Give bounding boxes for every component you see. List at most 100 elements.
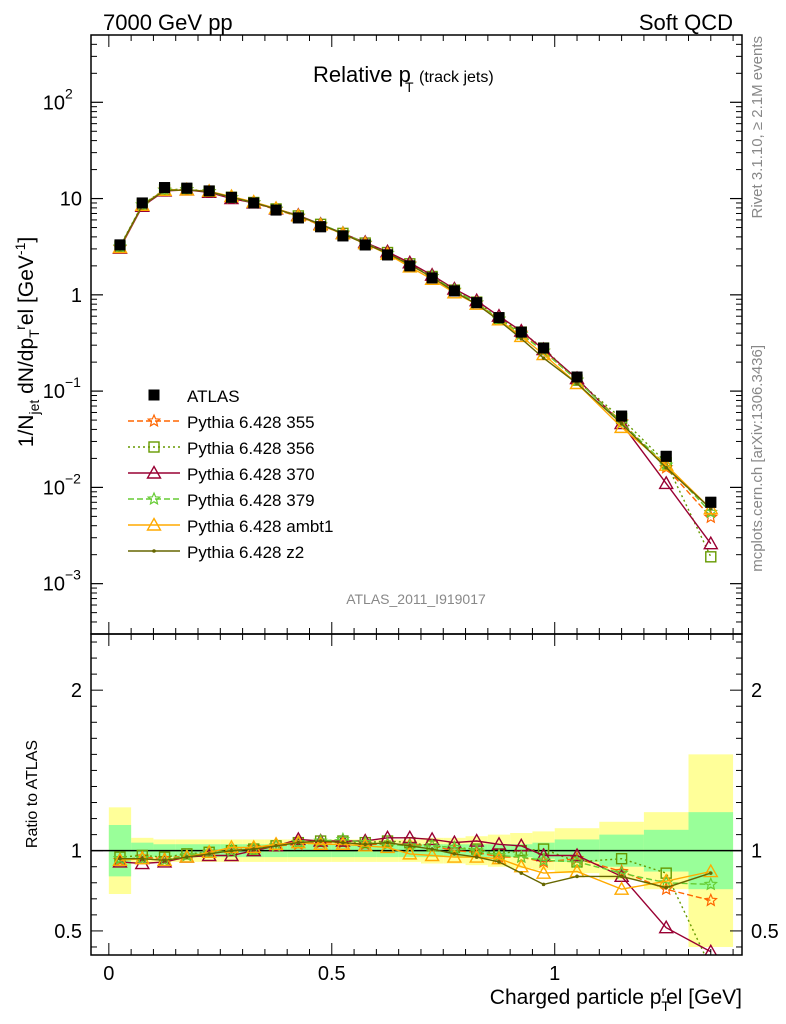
ytick-label-exp: 2 bbox=[65, 85, 73, 101]
ytick-label: 1 bbox=[71, 285, 82, 307]
ratio-point-379 bbox=[703, 876, 718, 891]
ratio-ytick-label-right: 1 bbox=[751, 841, 762, 863]
plot-title-main: Relative p bbox=[313, 62, 411, 87]
ratio-point-ambt1 bbox=[312, 836, 329, 850]
ratio-point-z2 bbox=[118, 856, 122, 861]
legend-marker-370 bbox=[146, 465, 162, 479]
ratio-point-z2 bbox=[207, 852, 211, 856]
ratio-point-ambt1 bbox=[402, 845, 418, 860]
ytick-label: 10 bbox=[43, 381, 65, 403]
legend-marker-ambt1 bbox=[146, 517, 162, 531]
point-z2 bbox=[664, 465, 668, 470]
ratio-series-group bbox=[112, 829, 719, 955]
point-ATLAS-top bbox=[315, 221, 327, 233]
point-370 bbox=[658, 475, 674, 490]
main-ylabel-text: 1/Njet dN/dpTrel [GeV-1] bbox=[12, 237, 42, 447]
point-ATLAS-top bbox=[359, 239, 371, 251]
rivet-label: Rivet 3.1.10, ≥ 2.1M events bbox=[749, 36, 766, 219]
legend-label-ambt1: Pythia 6.428 ambt1 bbox=[187, 517, 333, 536]
ratio-point-z2 bbox=[575, 874, 579, 879]
point-355 bbox=[703, 509, 718, 524]
point-z2 bbox=[575, 381, 579, 386]
point-ATLAS-top bbox=[270, 204, 282, 216]
ratio-point-ambt1 bbox=[535, 865, 552, 879]
ratio-ytick-label: 2 bbox=[71, 680, 82, 702]
ratio-point-379 bbox=[536, 852, 551, 867]
main-ylabel: 1/Njet dN/dpTrel [GeV-1] bbox=[12, 237, 42, 447]
point-ATLAS-top bbox=[448, 285, 460, 297]
analysis-watermark: ATLAS_2011_I919017 bbox=[346, 591, 486, 607]
ratio-ylabel: Ratio to ATLAS bbox=[24, 740, 41, 848]
point-z2 bbox=[619, 421, 624, 426]
legend-marker-355 bbox=[146, 413, 162, 428]
series-line-z2 bbox=[119, 189, 712, 510]
ratio-point-370 bbox=[704, 943, 718, 955]
ratio-point-z2 bbox=[708, 871, 713, 875]
ratio-point-355 bbox=[703, 892, 718, 907]
ratio-point-z2 bbox=[251, 847, 256, 851]
ratio-point-z2 bbox=[229, 848, 234, 853]
legend-label-355: Pythia 6.428 355 bbox=[187, 413, 315, 432]
mcplots-label: mcplots.cern.ch [arXiv:1306.3436] bbox=[749, 345, 766, 572]
point-ATLAS-top bbox=[426, 272, 438, 284]
plot-title: Relative p T (track jets) bbox=[313, 62, 494, 95]
legend-marker-z2 bbox=[152, 549, 156, 553]
point-ATLAS-top bbox=[337, 230, 349, 242]
legend: ATLAS Pythia 6.428 355 Pythia 6.428 356 Pyt… bbox=[128, 387, 333, 562]
ratio-point-356 bbox=[615, 853, 628, 865]
point-z2 bbox=[708, 506, 713, 511]
ytick-label-exp: −1 bbox=[65, 374, 81, 390]
point-ATLAS-top bbox=[114, 239, 126, 251]
ratio-plot-frame bbox=[90, 633, 743, 956]
point-z2 bbox=[519, 336, 524, 341]
ratio-point-ambt1 bbox=[268, 836, 284, 850]
ratio-point-370 bbox=[569, 847, 585, 862]
ratio-point-379 bbox=[157, 852, 172, 867]
ytick-label: 10 bbox=[60, 189, 82, 211]
ratio-point-379 bbox=[112, 851, 128, 865]
ratio-ytick-label-right: 2 bbox=[751, 680, 762, 702]
legend-marker-379 bbox=[146, 491, 162, 506]
ratio-point-z2 bbox=[474, 855, 479, 859]
point-ATLAS-top bbox=[248, 197, 260, 209]
plot-title-sub: T bbox=[405, 79, 414, 95]
ytick-label: 10 bbox=[43, 92, 65, 114]
ratio-point-379 bbox=[469, 843, 484, 857]
ratio-point-z2 bbox=[619, 874, 624, 879]
ratio-point-z2 bbox=[408, 844, 412, 848]
ratio-point-z2 bbox=[385, 840, 390, 845]
ratio-point-z2 bbox=[430, 847, 434, 851]
ytick-label-exp: −3 bbox=[65, 567, 81, 583]
ratio-point-ambt1 bbox=[134, 850, 150, 865]
ratio-point-379 bbox=[135, 851, 150, 865]
point-ATLAS-top bbox=[382, 249, 394, 261]
point-ATLAS-top bbox=[705, 496, 717, 508]
ratio-point-z2 bbox=[140, 856, 145, 861]
ratio-point-ambt1 bbox=[613, 881, 630, 895]
ratio-point-ambt1 bbox=[424, 847, 440, 862]
ratio-point-z2 bbox=[185, 855, 189, 859]
ratio-point-ambt1 bbox=[246, 839, 262, 854]
ratio-point-z2 bbox=[363, 842, 368, 847]
ratio-point-z2 bbox=[318, 839, 323, 843]
ytick-label-exp: −2 bbox=[65, 470, 81, 486]
main-series-group bbox=[112, 181, 719, 563]
ratio-point-ambt1 bbox=[112, 852, 128, 867]
point-ATLAS-top bbox=[660, 450, 672, 462]
ratio-point-z2 bbox=[162, 858, 167, 863]
point-ATLAS-top bbox=[538, 342, 550, 354]
ratio-point-z2 bbox=[497, 860, 501, 864]
legend-label-379: Pythia 6.428 379 bbox=[187, 491, 315, 510]
ratio-point-370 bbox=[312, 833, 329, 847]
ratio-point-ambt1 bbox=[379, 839, 396, 854]
ratio-point-z2 bbox=[274, 844, 278, 848]
ratio-point-z2 bbox=[664, 885, 668, 890]
point-ATLAS-top bbox=[159, 182, 171, 194]
plot-title-suffix: (track jets) bbox=[419, 69, 494, 86]
point-ambt1 bbox=[703, 500, 719, 515]
ytick-label: 10 bbox=[43, 477, 65, 499]
xtick-label: 1 bbox=[549, 963, 560, 985]
point-370 bbox=[703, 535, 719, 550]
point-ATLAS-top bbox=[616, 410, 628, 422]
